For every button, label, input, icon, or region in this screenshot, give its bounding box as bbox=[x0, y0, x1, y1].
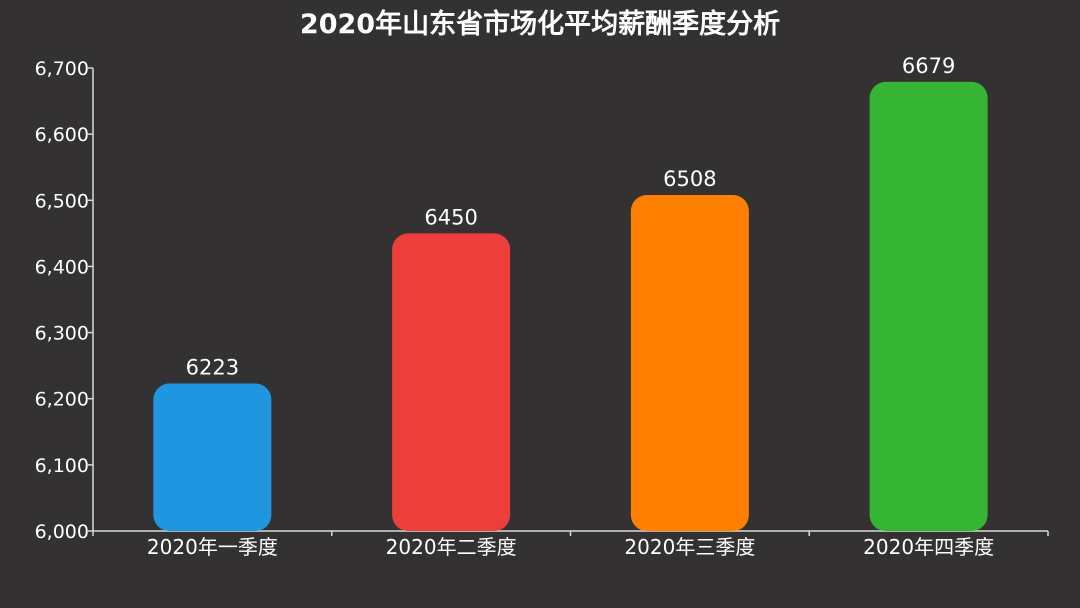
x-category-label: 2020年三季度 bbox=[624, 535, 755, 559]
bar-value-label: 6508 bbox=[663, 167, 716, 191]
bar bbox=[392, 233, 511, 531]
y-tick-label: 6,100 bbox=[35, 455, 89, 477]
x-category-label: 2020年二季度 bbox=[386, 535, 517, 559]
y-axis: 6,000 6,100 6,200 6,300 6,400 6,500 6,600 6,700 bbox=[35, 58, 94, 543]
data-labels-group: 6223 6450 6508 6679 bbox=[186, 54, 956, 380]
y-tick-label: 6,700 bbox=[35, 58, 89, 80]
x-category-label: 2020年四季度 bbox=[863, 535, 994, 559]
y-tick-label: 6,600 bbox=[35, 124, 89, 146]
chart-title: 2020年山东省市场化平均薪酬季度分析 bbox=[300, 8, 780, 40]
y-tick-label: 6,000 bbox=[35, 521, 89, 543]
y-tick-label: 6,500 bbox=[35, 190, 89, 212]
y-tick-label: 6,200 bbox=[35, 389, 89, 411]
bar-value-label: 6223 bbox=[186, 356, 239, 380]
x-axis: 2020年一季度 2020年二季度 2020年三季度 2020年四季度 bbox=[92, 530, 1049, 559]
bars-group bbox=[153, 81, 988, 531]
bar bbox=[869, 81, 988, 531]
bar bbox=[630, 194, 749, 531]
bar-value-label: 6679 bbox=[902, 54, 955, 78]
y-tick-label: 6,400 bbox=[35, 256, 89, 278]
bar-value-label: 6450 bbox=[424, 205, 477, 229]
y-tick-label: 6,300 bbox=[35, 323, 89, 345]
bar bbox=[153, 383, 272, 531]
x-category-label: 2020年一季度 bbox=[147, 535, 278, 559]
